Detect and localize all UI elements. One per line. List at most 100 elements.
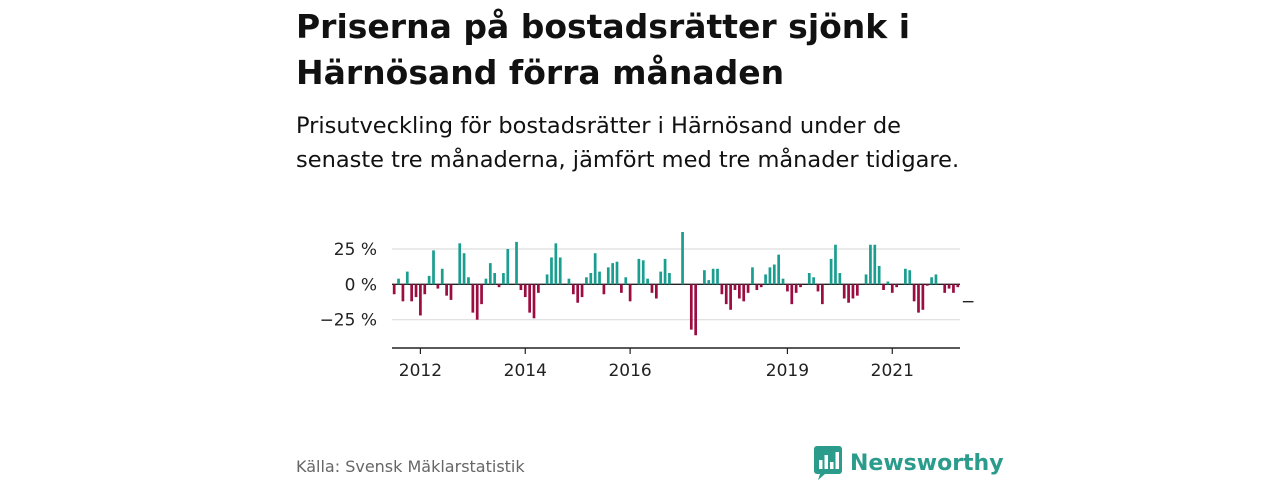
bar [794,284,798,293]
bar [593,253,597,285]
bar [637,258,641,285]
bar [580,284,584,298]
bar [606,267,610,285]
bar [930,277,933,285]
bar [497,284,501,288]
bar [405,271,409,285]
bar [484,278,488,285]
bar [821,284,824,305]
newsworthy-logo-icon [814,446,842,480]
bar [567,278,571,285]
bar [904,268,907,285]
bar [458,243,462,285]
bar [921,284,925,310]
chart-title: Priserna på bostadsrätter sjönk i Härnös… [296,7,911,92]
bar [873,244,877,285]
bar [445,284,448,296]
bar [659,271,663,285]
bar [703,270,706,285]
bar [890,284,894,293]
bar [864,274,868,285]
brand-logo: Newsworthy [814,446,1004,480]
bar [759,284,763,288]
bar [401,284,405,302]
bar [772,264,776,285]
bar [410,284,414,302]
bar [724,284,728,305]
bar [895,284,898,288]
bar [720,284,724,295]
bar [847,284,850,303]
bar [650,284,654,293]
bar [558,257,562,285]
y-tick-label: 0 % [345,275,377,295]
bar [777,254,781,285]
bar [392,284,396,295]
bar [869,244,872,285]
bar [519,284,523,290]
bar [471,284,475,313]
bar [694,284,698,336]
bar [436,284,440,289]
bar [711,268,715,285]
bar [432,250,435,285]
bar [467,277,470,285]
bar [598,271,601,285]
bar [589,273,593,285]
bar [545,274,549,285]
bar [751,267,754,285]
bar [506,248,510,285]
bar [602,284,606,295]
bar [925,284,929,286]
x-tick-label: 2021 [871,361,914,381]
bar [934,274,938,285]
bar [842,284,846,299]
bar [716,268,719,285]
bar [515,241,518,285]
bar-chart: 25 %0 %−25 %201220142016201920212023−2 % [320,232,976,381]
bar [475,284,479,320]
bar [493,273,497,285]
bar [956,284,960,288]
chart-subtitle: Prisutveckling för bostadsrätter i Härnö… [296,113,960,173]
bar [554,243,558,285]
bar [611,263,614,285]
bar [882,284,885,290]
bar [838,273,842,285]
source-text: Källa: Svensk Mäklarstatistik [296,457,525,476]
bar [440,268,444,285]
bar [620,284,623,293]
x-tick-label: 2016 [608,361,651,381]
bar [488,263,492,285]
bar [449,284,453,300]
bar [668,273,671,285]
x-tick-label: 2014 [504,361,547,381]
bar [624,277,628,285]
brand-name: Newsworthy [850,450,1004,476]
bar [790,284,794,305]
y-tick-label: −25 % [320,311,377,331]
bar [733,284,737,290]
x-tick-label: 2012 [399,361,442,381]
bar [571,284,575,295]
bar [781,278,785,285]
bar [663,258,667,285]
bar [641,260,645,285]
bar [917,284,920,313]
bar [952,284,955,293]
bar [738,284,741,299]
bar [877,265,881,285]
bar [576,284,580,303]
bar [681,232,684,285]
bar [851,284,855,299]
bar [646,278,649,285]
bar [689,284,693,330]
bar [807,273,811,285]
bar [816,284,820,292]
bar [799,284,802,288]
bar [855,284,859,296]
bar [746,284,750,293]
bar [480,284,483,305]
bar [532,284,536,319]
bar [414,284,418,298]
